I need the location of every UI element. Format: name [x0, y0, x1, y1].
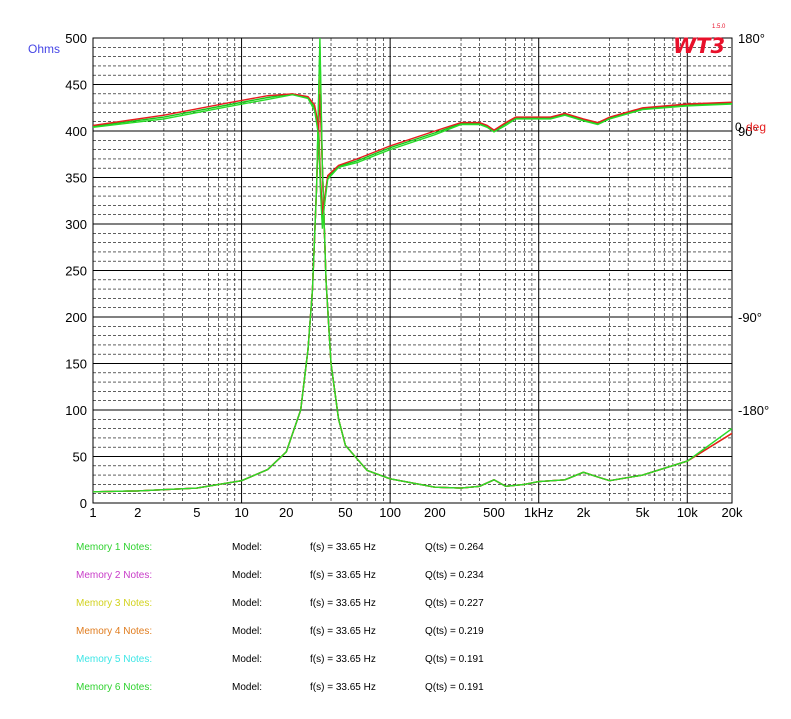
memory-notes-row: Memory 4 Notes: Model: f(s) = 33.65 Hz Q(ts… — [0, 626, 791, 642]
y2-axis-zero-label: 0 — [735, 120, 742, 134]
memory-notes-row: Memory 6 Notes: Model: f(s) = 33.65 Hz Q(ts… — [0, 682, 791, 698]
memory-notes-row: Memory 3 Notes: Model: f(s) = 33.65 Hz Q(ts… — [0, 598, 791, 614]
fs-value: f(s) = 33.65 Hz — [310, 626, 376, 637]
y-tick-label: 400 — [65, 124, 87, 139]
x-tick-label: 100 — [379, 505, 401, 520]
x-tick-label: 2k — [577, 505, 591, 520]
model-label: Model: — [232, 598, 263, 609]
qts-value: Q(ts) = 0.227 — [425, 598, 484, 609]
x-tick-label: 2 — [134, 505, 141, 520]
model-label: Model: — [232, 654, 263, 665]
qts-value: Q(ts) = 0.219 — [425, 626, 484, 637]
version-label: 1.5.0 — [712, 24, 726, 30]
y-tick-label: 150 — [65, 357, 87, 372]
y2-tick-label: 180° — [738, 31, 765, 46]
wt3-logo: WT3 — [673, 34, 726, 58]
series-line — [93, 93, 732, 229]
qts-value: Q(ts) = 0.191 — [425, 682, 484, 693]
x-tick-label: 1 — [89, 505, 96, 520]
fs-value: f(s) = 33.65 Hz — [310, 598, 376, 609]
x-tick-label: 50 — [338, 505, 352, 520]
y-tick-label: 0 — [80, 496, 87, 511]
memory-notes-label: Memory 5 Notes: — [76, 654, 153, 665]
x-tick-label: 10 — [234, 505, 248, 520]
y-tick-label: 50 — [73, 450, 87, 465]
y2-axis-unit-label: deg — [746, 120, 767, 134]
x-tick-label: 1kHz — [524, 505, 554, 520]
x-tick-label: 20k — [722, 505, 743, 520]
x-tick-label: 500 — [483, 505, 505, 520]
x-tick-label: 5 — [193, 505, 200, 520]
y2-tick-label: -90° — [738, 310, 762, 325]
y-tick-label: 100 — [65, 403, 87, 418]
memory-notes-row: Memory 5 Notes: Model: f(s) = 33.65 Hz Q(ts… — [0, 654, 791, 670]
y2-tick-label: 90° — [738, 124, 758, 139]
model-label: Model: — [232, 682, 263, 693]
model-label: Model: — [232, 570, 263, 581]
fs-value: f(s) = 33.65 Hz — [310, 570, 376, 581]
y-tick-label: 450 — [65, 78, 87, 93]
qts-value: Q(ts) = 0.264 — [425, 542, 484, 553]
y-tick-label: 300 — [65, 217, 87, 232]
x-tick-label: 10k — [677, 505, 698, 520]
memory-notes-row: Memory 1 Notes: Model: f(s) = 33.65 Hz Q(ts… — [0, 542, 791, 558]
y-tick-label: 250 — [65, 264, 87, 279]
y-tick-label: 200 — [65, 310, 87, 325]
series-line — [93, 38, 732, 493]
fs-value: f(s) = 33.65 Hz — [310, 682, 376, 693]
series-line — [93, 93, 732, 215]
memory-notes-label: Memory 3 Notes: — [76, 598, 153, 609]
x-tick-label: 5k — [636, 505, 650, 520]
y-tick-label: 350 — [65, 171, 87, 186]
memory-notes-label: Memory 2 Notes: — [76, 570, 153, 581]
memory-notes-label: Memory 6 Notes: — [76, 682, 153, 693]
memory-notes-label: Memory 1 Notes: — [76, 542, 153, 553]
fs-value: f(s) = 33.65 Hz — [310, 654, 376, 665]
qts-value: Q(ts) = 0.191 — [425, 654, 484, 665]
y2-tick-label: -180° — [738, 403, 769, 418]
memory-notes-row: Memory 2 Notes: Model: f(s) = 33.65 Hz Q(ts… — [0, 570, 791, 586]
x-tick-label: 20 — [279, 505, 293, 520]
model-label: Model: — [232, 542, 263, 553]
x-tick-label: 200 — [424, 505, 446, 520]
y-tick-label: 500 — [65, 31, 87, 46]
y-axis-label: Ohms — [28, 42, 61, 56]
fs-value: f(s) = 33.65 Hz — [310, 542, 376, 553]
qts-value: Q(ts) = 0.234 — [425, 570, 484, 581]
memory-notes-label: Memory 4 Notes: — [76, 626, 153, 637]
model-label: Model: — [232, 626, 263, 637]
